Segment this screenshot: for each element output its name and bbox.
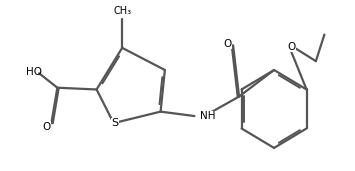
Text: NH: NH	[200, 111, 215, 121]
Text: O: O	[287, 42, 295, 52]
Text: S: S	[111, 119, 119, 128]
Text: O: O	[43, 122, 51, 132]
Text: HO: HO	[26, 67, 42, 77]
Text: CH₃: CH₃	[113, 6, 131, 16]
Text: O: O	[224, 39, 232, 49]
